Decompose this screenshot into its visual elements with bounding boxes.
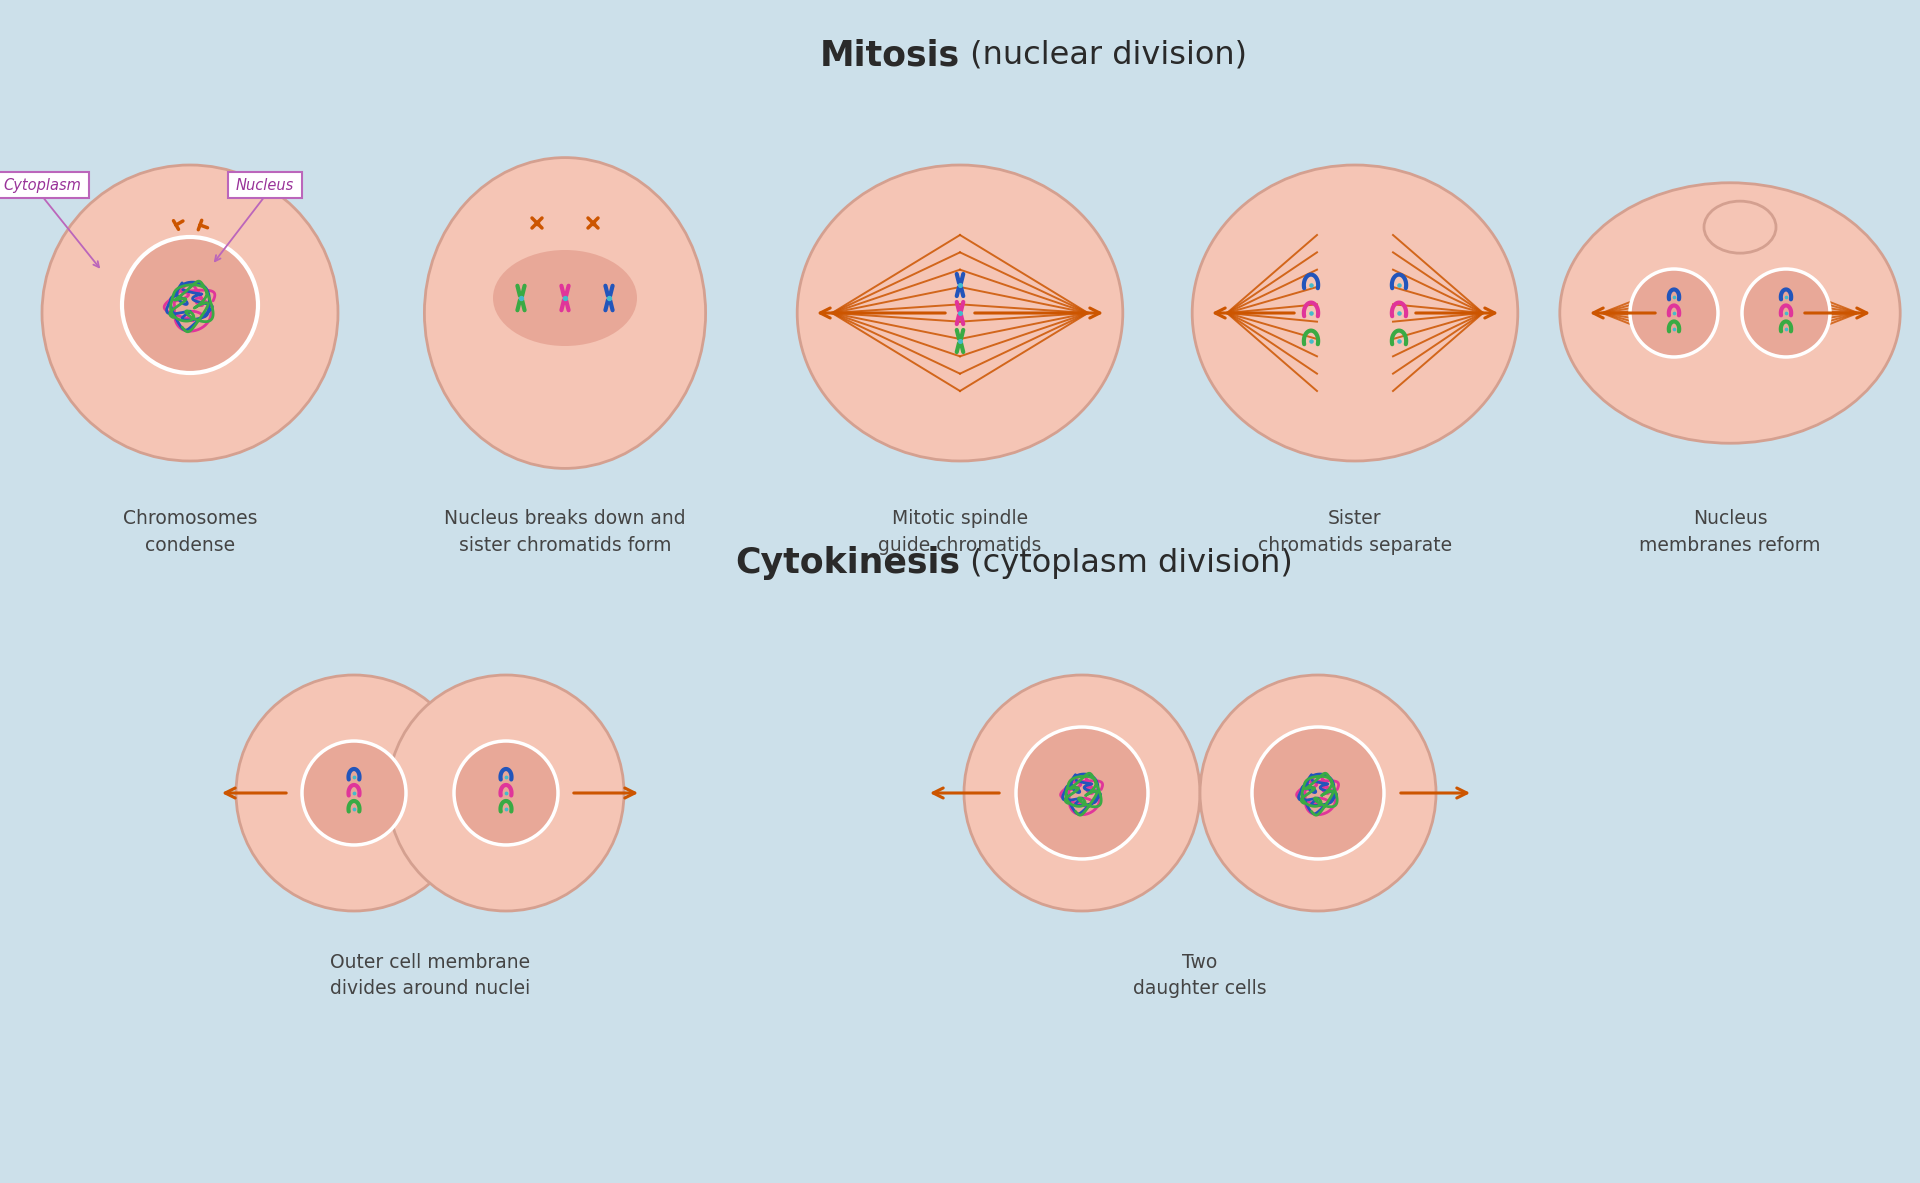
Circle shape: [236, 675, 472, 911]
Text: Two
daughter cells: Two daughter cells: [1133, 953, 1267, 998]
Text: Nucleus breaks down and
sister chromatids form: Nucleus breaks down and sister chromatid…: [444, 509, 685, 555]
Text: Mitosis: Mitosis: [820, 38, 960, 72]
Text: Sister
chromatids separate: Sister chromatids separate: [1258, 509, 1452, 555]
Ellipse shape: [493, 250, 637, 345]
Circle shape: [964, 675, 1200, 911]
Circle shape: [1630, 269, 1718, 357]
Text: Nucleus: Nucleus: [236, 177, 294, 193]
FancyBboxPatch shape: [228, 172, 301, 198]
Circle shape: [42, 164, 338, 461]
Circle shape: [123, 237, 257, 373]
Circle shape: [1741, 269, 1830, 357]
Circle shape: [453, 741, 559, 845]
Text: Mitotic spindle
guide chromatids: Mitotic spindle guide chromatids: [877, 509, 1043, 555]
Circle shape: [1016, 728, 1148, 859]
Ellipse shape: [797, 164, 1123, 461]
Text: Cytoplasm: Cytoplasm: [4, 177, 81, 193]
Circle shape: [1252, 728, 1384, 859]
Text: (nuclear division): (nuclear division): [960, 39, 1246, 71]
Text: Nucleus
membranes reform: Nucleus membranes reform: [1640, 509, 1820, 555]
Circle shape: [1200, 675, 1436, 911]
Ellipse shape: [1705, 201, 1776, 253]
FancyBboxPatch shape: [0, 172, 88, 198]
Circle shape: [388, 675, 624, 911]
Ellipse shape: [424, 157, 707, 468]
Text: Outer cell membrane
divides around nuclei: Outer cell membrane divides around nucle…: [330, 953, 530, 998]
Text: Chromosomes
condense: Chromosomes condense: [123, 509, 257, 555]
Text: Cytokinesis: Cytokinesis: [735, 547, 960, 580]
Ellipse shape: [1192, 164, 1519, 461]
Text: (cytoplasm division): (cytoplasm division): [960, 548, 1292, 578]
Ellipse shape: [1559, 182, 1901, 444]
Circle shape: [301, 741, 405, 845]
